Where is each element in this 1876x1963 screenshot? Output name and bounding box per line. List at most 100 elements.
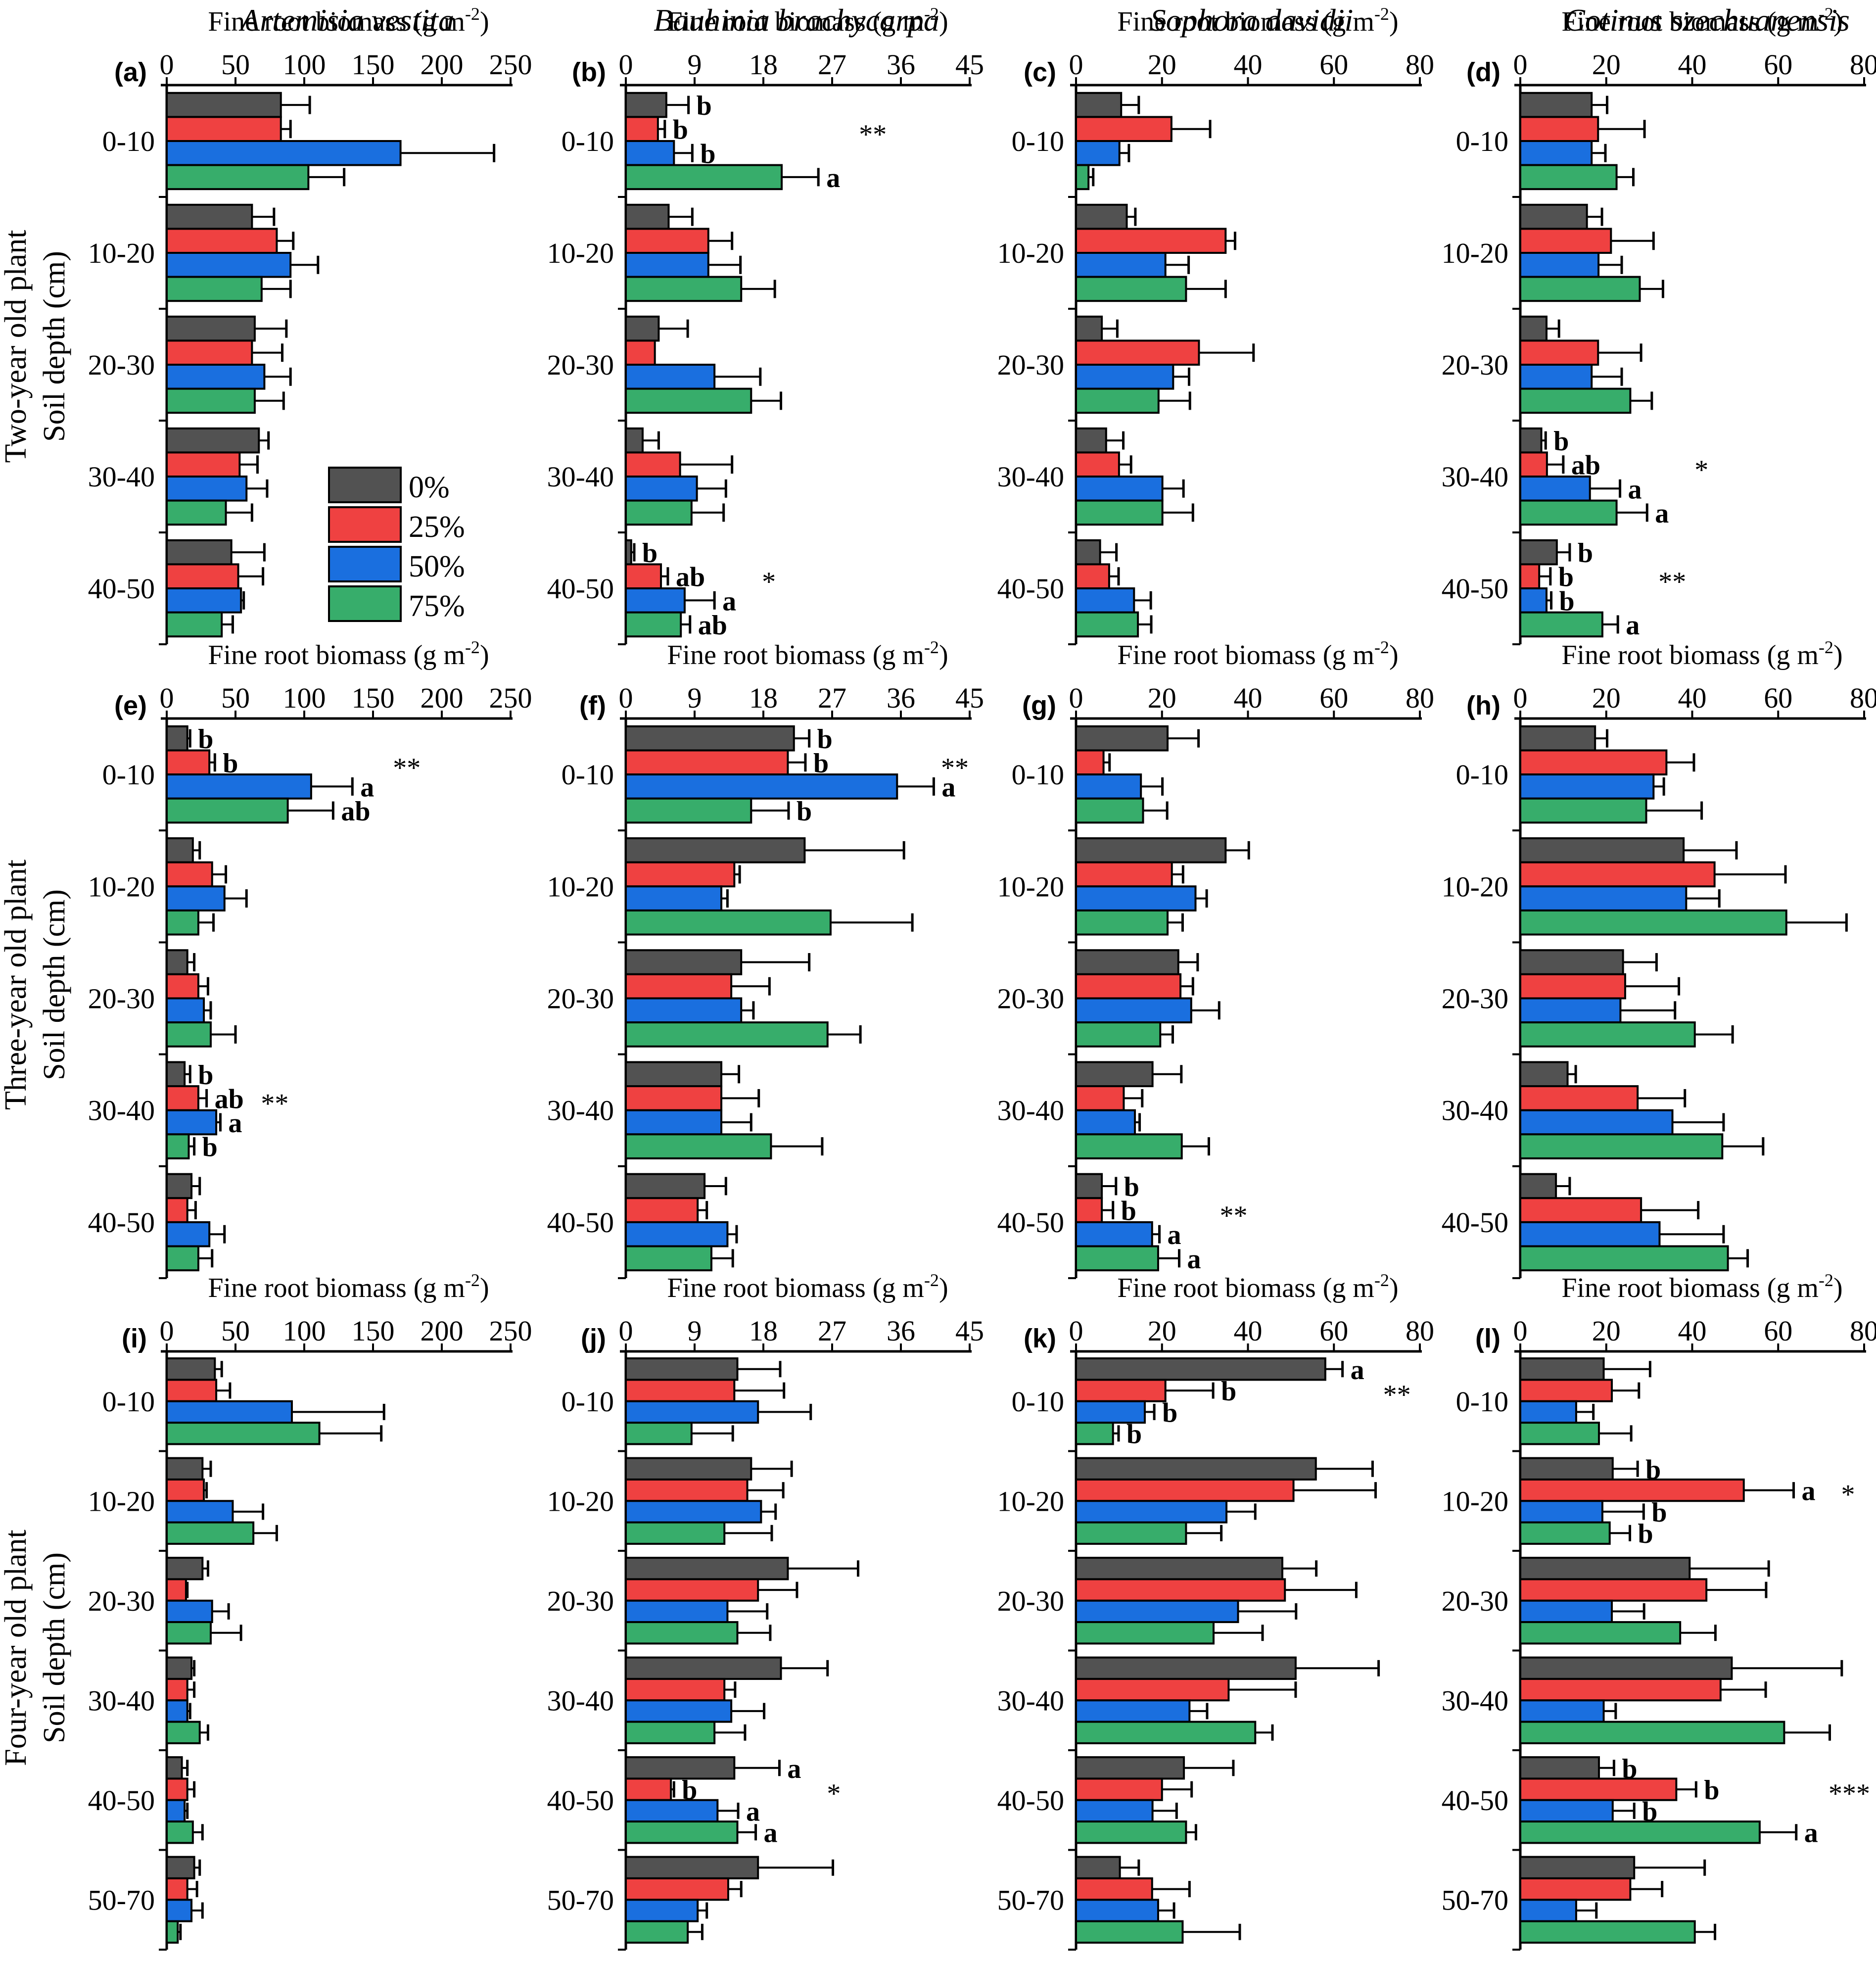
bar-25pct: [1075, 1777, 1163, 1801]
bar-0pct: [166, 1173, 193, 1199]
bar-25pct: [1519, 339, 1599, 366]
x-tick-label: 0: [1069, 682, 1083, 714]
panel-label: (b): [572, 57, 606, 87]
x-tick-label: 150: [352, 48, 395, 81]
bar-0pct: [1519, 949, 1624, 975]
x-tick-label: 40: [1678, 682, 1707, 714]
bar-75pct: [1075, 164, 1090, 191]
y-tick-label: 40-50: [997, 1784, 1064, 1817]
bar-0pct: [625, 949, 743, 975]
bar-75pct: [1075, 387, 1160, 414]
x-tick-label: 27: [818, 682, 846, 714]
bar-0pct: [1519, 725, 1596, 752]
bar-25pct: [166, 1379, 218, 1402]
legend-label: 50%: [409, 550, 465, 583]
bar-0pct: [1519, 1061, 1569, 1088]
y-tick-label: 30-40: [1442, 461, 1508, 493]
significance-letter: b: [697, 91, 712, 121]
bar-25pct: [1075, 116, 1172, 143]
bar-0pct: [625, 837, 806, 863]
bar-50pct: [625, 252, 709, 278]
bar-0pct: [1519, 539, 1558, 566]
bar-50pct: [1075, 1799, 1154, 1823]
significance-stars: **: [941, 753, 969, 783]
panel-label: (h): [1466, 691, 1501, 720]
bar-25pct: [1519, 1478, 1745, 1502]
bar-0pct: [1519, 1756, 1600, 1780]
row-label-two-year: Two-year old plant Soil depth (cm): [0, 230, 71, 463]
x-tick-label: 200: [421, 48, 464, 81]
y-tick-label: 50-70: [547, 1884, 614, 1916]
bar-50pct: [1519, 773, 1655, 800]
bar-75pct: [166, 1245, 199, 1272]
x-axis-title: Fine root biomass (g m-2): [667, 1270, 948, 1303]
legend: 0% 25% 50% 75%: [328, 467, 465, 623]
x-tick-label: 60: [1319, 682, 1348, 714]
bar-75pct: [166, 1721, 201, 1744]
bar-25pct: [1075, 563, 1110, 590]
bar-75pct: [625, 611, 682, 638]
x-axis-title: Fine root biomass (g m-2): [1561, 1270, 1842, 1303]
y-tick-label: 20-30: [88, 983, 155, 1015]
bar-0pct: [625, 1357, 739, 1381]
x-axis-title: Fine root biomass (g m-2): [1117, 637, 1398, 670]
bar-75pct: [1075, 611, 1139, 638]
bar-25pct: [1075, 1197, 1103, 1223]
species-title-cotinus: Cotinus szechuanensis: [1564, 2, 1850, 38]
x-tick-label: 100: [283, 48, 326, 81]
species-title-sophora: Sophora davidii: [1150, 2, 1354, 38]
x-tick-label: 80: [1850, 48, 1876, 81]
x-tick-label: 250: [489, 1315, 532, 1347]
bar-0pct: [166, 427, 260, 454]
x-tick-label: 9: [688, 1315, 702, 1347]
bar-50pct: [625, 1599, 729, 1624]
bar-50pct: [166, 140, 402, 166]
panel-g: Fine root biomass (g m-2) (g) 0 20 40 60 80 0-1…: [997, 637, 1434, 1279]
bar-75pct: [1075, 909, 1169, 936]
y-tick-label: 30-40: [997, 461, 1064, 493]
x-tick-label: 50: [221, 1315, 250, 1347]
bar-50pct: [1519, 1799, 1614, 1823]
bar-25pct: [625, 973, 733, 1000]
bar-25pct: [1519, 116, 1599, 143]
bar-25pct: [166, 563, 239, 590]
bar-25pct: [166, 1578, 187, 1602]
bar-0pct: [1075, 725, 1169, 752]
significance-stars: **: [1220, 1200, 1248, 1231]
bar-75pct: [166, 1521, 255, 1545]
significance-letter: a: [1802, 1476, 1816, 1507]
bar-75pct: [1519, 909, 1787, 936]
bar-25pct: [625, 451, 681, 478]
y-tick-label: 40-50: [547, 573, 614, 605]
x-tick-label: 40: [1234, 682, 1263, 714]
x-tick-label: 0: [1513, 48, 1528, 81]
bar-0pct: [1075, 539, 1101, 566]
significance-letter: b: [1553, 426, 1569, 457]
significance-stars: **: [393, 753, 421, 783]
bar-75pct: [1075, 1820, 1187, 1844]
panel-d: Fine root biomass (g m-2) (d) 0 20 40 60 80 0-1…: [1442, 4, 1876, 645]
bar-25pct: [1075, 973, 1182, 1000]
bar-50pct: [1075, 1221, 1153, 1247]
x-tick-label: 60: [1319, 48, 1348, 81]
x-tick-label: 0: [1513, 682, 1528, 714]
bar-25pct: [1075, 1085, 1125, 1111]
bar-50pct: [166, 364, 266, 390]
significance-letter: b: [1558, 562, 1574, 593]
bar-0pct: [166, 837, 194, 863]
bar-50pct: [1519, 997, 1622, 1024]
bar-50pct: [1075, 773, 1142, 800]
bar-0pct: [625, 1061, 723, 1088]
y-tick-label: 40-50: [88, 573, 155, 605]
bar-75pct: [166, 1021, 212, 1048]
bar-50pct: [625, 364, 716, 390]
bar-0pct: [1519, 203, 1588, 230]
bar-0pct: [625, 427, 644, 454]
bar-75pct: [166, 1133, 190, 1159]
bar-0pct: [1519, 92, 1593, 118]
bar-75pct: [166, 1422, 321, 1445]
y-tick-label: 20-30: [547, 983, 614, 1015]
bar-0pct: [1075, 315, 1103, 342]
bar-25pct: [166, 1085, 199, 1111]
legend-label: 75%: [409, 589, 465, 623]
